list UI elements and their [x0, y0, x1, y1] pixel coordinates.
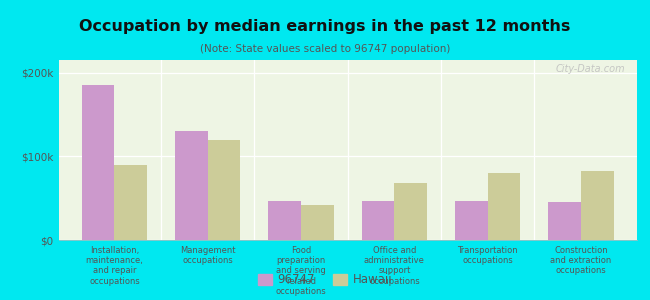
Bar — [268, 201, 301, 240]
Bar — [395, 183, 427, 240]
Bar — [549, 202, 581, 240]
Text: City-Data.com: City-Data.com — [556, 64, 625, 74]
Bar — [455, 202, 488, 240]
Bar — [82, 85, 114, 240]
Bar — [301, 205, 333, 240]
Bar — [114, 165, 147, 240]
Bar — [581, 171, 614, 240]
Text: Occupation by median earnings in the past 12 months: Occupation by median earnings in the pas… — [79, 20, 571, 34]
Bar — [208, 140, 240, 240]
Bar — [362, 202, 395, 240]
Bar — [488, 173, 521, 240]
Text: (Note: State values scaled to 96747 population): (Note: State values scaled to 96747 popu… — [200, 44, 450, 53]
Legend: 96747, Hawaii: 96747, Hawaii — [253, 269, 397, 291]
Bar — [175, 131, 208, 240]
